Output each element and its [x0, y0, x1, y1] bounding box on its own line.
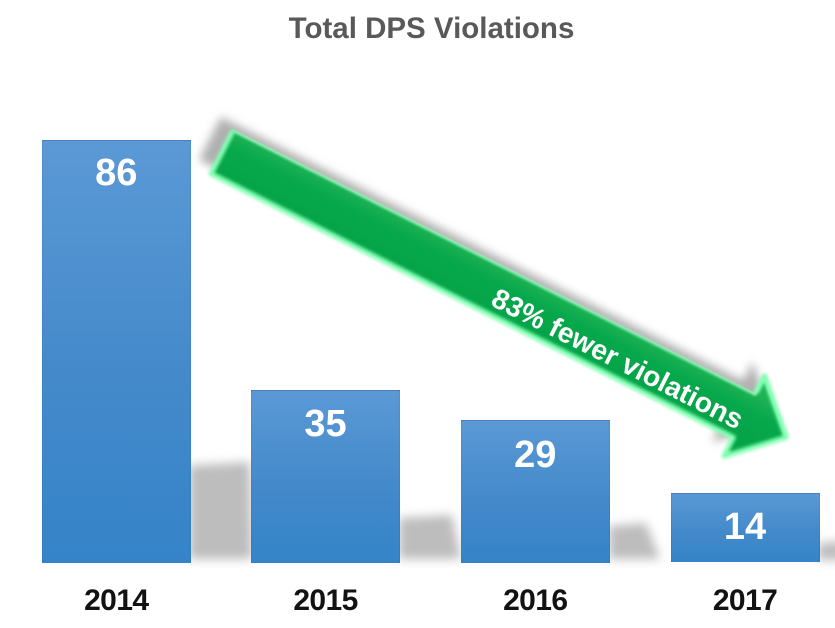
svg-text:83% fewer violations: 83% fewer violations — [487, 282, 749, 436]
